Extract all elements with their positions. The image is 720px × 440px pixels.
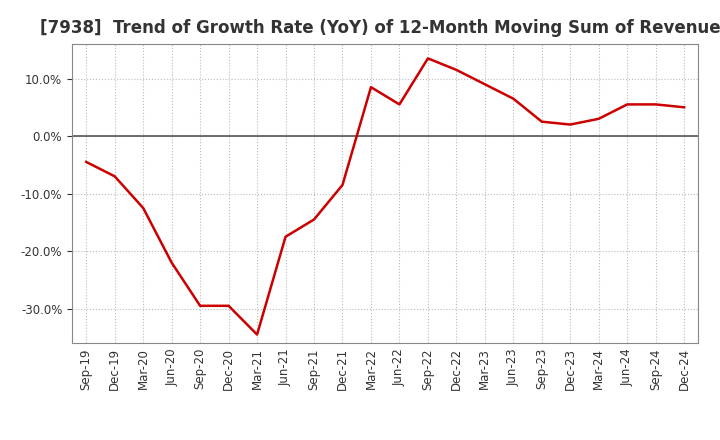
Title: [7938]  Trend of Growth Rate (YoY) of 12-Month Moving Sum of Revenues: [7938] Trend of Growth Rate (YoY) of 12-… (40, 19, 720, 37)
